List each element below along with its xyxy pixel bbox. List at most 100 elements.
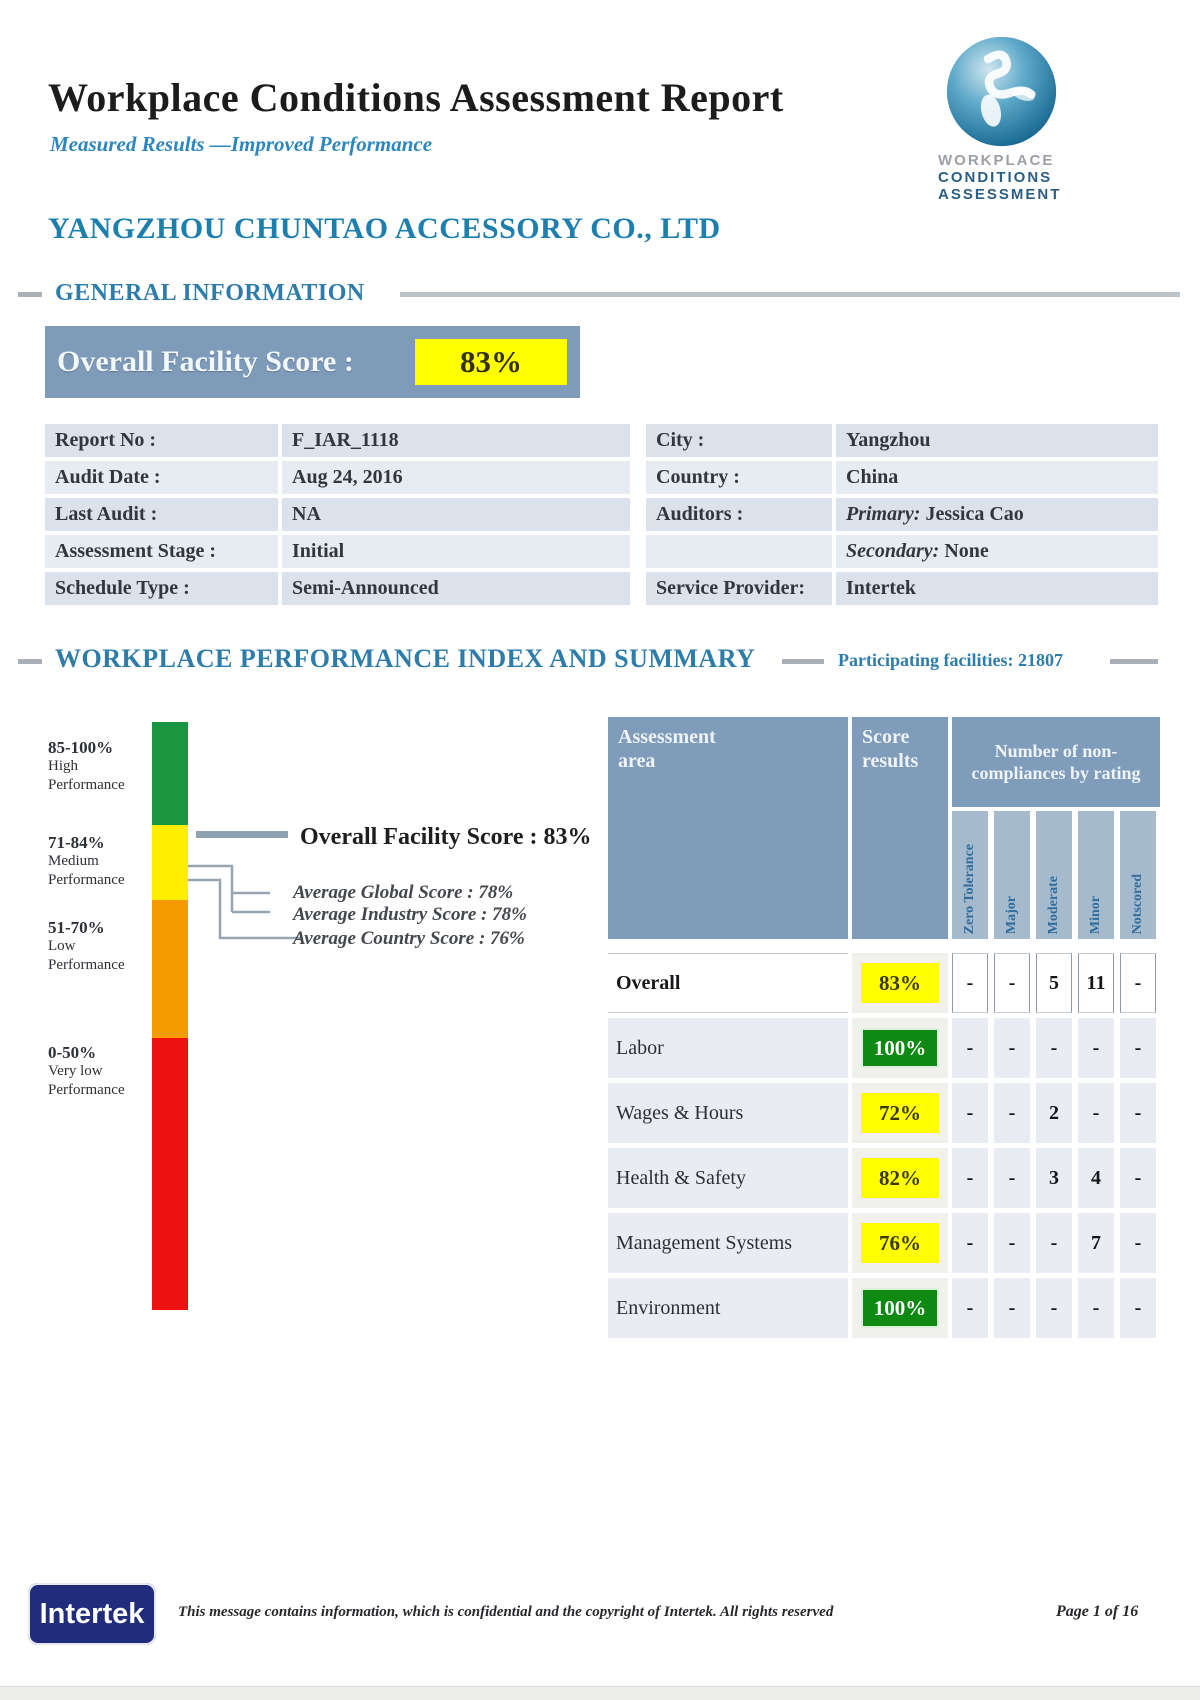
section-dash xyxy=(18,292,42,297)
rating-cell: 2 xyxy=(1036,1083,1072,1143)
info-label: Audit Date : xyxy=(45,461,278,494)
rating-cell: 7 xyxy=(1078,1213,1114,1273)
rating-cell: - xyxy=(994,1213,1030,1273)
table-gap xyxy=(634,572,642,605)
performance-heading: WORKPLACE PERFORMANCE INDEX AND SUMMARY xyxy=(55,644,756,673)
gauge-line: Performance xyxy=(48,957,125,973)
score-badge: 72% xyxy=(861,1093,939,1133)
info-label: City : xyxy=(646,424,832,457)
rating-cell: - xyxy=(1036,1018,1072,1078)
rating-col-minor: Minor xyxy=(1078,811,1114,939)
rating-cell: - xyxy=(1120,953,1156,1013)
col-header-text: Assessment area xyxy=(618,726,716,772)
overall-score-banner: Overall Facility Score : 83% xyxy=(45,326,580,398)
page-title: Workplace Conditions Assessment Report xyxy=(48,75,784,120)
score-badge: 76% xyxy=(861,1223,939,1263)
company-name: YANGZHOU CHUNTAO ACCESSORY CO., LTD xyxy=(48,212,721,245)
gauge-line: Very low xyxy=(48,1063,103,1079)
info-value: Secondary: None xyxy=(836,535,1158,568)
table-row-area: Wages & Hours xyxy=(608,1083,848,1143)
rating-cell: - xyxy=(1078,1278,1114,1338)
gauge-band-verylow xyxy=(152,1038,188,1310)
average-global-score: Average Global Score : 78% xyxy=(293,882,514,903)
col-header-noncompliances: Number of non-compliances by rating xyxy=(952,717,1160,807)
gauge-line: Performance xyxy=(48,872,125,888)
col-header-text: Score results xyxy=(862,726,919,772)
footer-disclaimer: This message contains information, which… xyxy=(178,1604,834,1620)
section-rule xyxy=(400,292,1180,297)
area-label: Overall xyxy=(616,971,681,994)
table-gap xyxy=(634,535,642,568)
average-country-score: Average Country Score : 76% xyxy=(293,928,525,949)
section-dash xyxy=(782,659,824,664)
score-badge: 100% xyxy=(861,1288,939,1328)
gauge-label-verylow: 0-50% Very low Performance xyxy=(48,1043,158,1100)
rating-cell: 3 xyxy=(1036,1148,1072,1208)
area-label: Labor xyxy=(616,1036,664,1059)
rating-cell: - xyxy=(1120,1213,1156,1273)
page-number: Page 1 of 16 xyxy=(1056,1603,1139,1620)
rating-cell: - xyxy=(1078,1083,1114,1143)
participating-facilities: Participating facilities: 21807 xyxy=(838,650,1063,670)
table-row-area: Labor xyxy=(608,1018,848,1078)
intertek-logo: Intertek xyxy=(28,1583,156,1645)
table-row-area: Management Systems xyxy=(608,1213,848,1273)
gauge-annotation-title: Overall Facility Score : 83% xyxy=(300,824,592,850)
gauge-line: Medium xyxy=(48,853,99,869)
average-connector-lines xyxy=(188,864,300,940)
info-label: Country : xyxy=(646,461,832,494)
average-industry-score: Average Industry Score : 78% xyxy=(293,904,527,925)
rating-col-label: Moderate xyxy=(1046,875,1061,934)
rating-cell: - xyxy=(952,1213,988,1273)
rating-cell: - xyxy=(952,1278,988,1338)
rating-cell: - xyxy=(994,1083,1030,1143)
rating-cell: - xyxy=(1120,1148,1156,1208)
gauge-line: Low xyxy=(48,938,76,954)
table-row-score: 83% xyxy=(852,953,948,1013)
auditor-primary-name: Jessica Cao xyxy=(925,503,1024,525)
section-dash xyxy=(18,659,42,664)
gauge-range: 85-100% xyxy=(48,738,114,757)
wca-globe-icon xyxy=(946,36,1057,147)
score-pointer-line xyxy=(196,831,288,838)
rating-cell: - xyxy=(1036,1213,1072,1273)
info-value: Intertek xyxy=(836,572,1158,605)
auditor-secondary-prefix: Secondary: xyxy=(846,540,940,562)
rating-col-label: Minor xyxy=(1088,895,1103,934)
rating-cell: - xyxy=(994,1018,1030,1078)
info-value: Semi-Announced xyxy=(282,572,630,605)
rating-cell: - xyxy=(1078,1018,1114,1078)
wca-logo-line3: ASSESSMENT xyxy=(938,186,1062,203)
intertek-logo-text: Intertek xyxy=(39,1597,145,1630)
gauge-label-low: 51-70% Low Performance xyxy=(48,918,158,975)
gauge-band-medium xyxy=(152,825,188,900)
area-label: Management Systems xyxy=(616,1231,793,1254)
wca-logo: WORKPLACE CONDITIONS ASSESSMENT xyxy=(938,34,1168,203)
rating-cell: - xyxy=(994,1278,1030,1338)
page-bottom-edge xyxy=(0,1686,1200,1700)
info-label xyxy=(646,535,832,568)
table-gap xyxy=(634,461,642,494)
gauge-label-medium: 71-84% Medium Performance xyxy=(48,833,158,890)
rating-col-moderate: Moderate xyxy=(1036,811,1072,939)
rating-col-notscored: Notscored xyxy=(1120,811,1156,939)
table-row-area: Health & Safety xyxy=(608,1148,848,1208)
rating-cell: 11 xyxy=(1078,953,1114,1013)
info-label: Schedule Type : xyxy=(45,572,278,605)
col-header-assessment-area: Assessment area xyxy=(608,717,848,939)
table-row-score: 76% xyxy=(852,1213,948,1273)
info-label: Report No : xyxy=(45,424,278,457)
info-label: Last Audit : xyxy=(45,498,278,531)
rating-cell: - xyxy=(1120,1018,1156,1078)
area-label: Environment xyxy=(616,1296,721,1319)
section-dash xyxy=(1110,659,1158,664)
rating-col-label: Notscored xyxy=(1130,873,1145,934)
gauge-line: Performance xyxy=(48,1082,125,1098)
rating-col-major: Major xyxy=(994,811,1030,939)
overall-score-label: Overall Facility Score : xyxy=(57,345,354,378)
rating-cell: - xyxy=(1036,1278,1072,1338)
gauge-line: High xyxy=(48,758,78,774)
general-info-table: Report No : F_IAR_1118 City : Yangzhou A… xyxy=(45,424,1158,605)
auditor-secondary-name: None xyxy=(944,540,989,562)
wca-logo-line2: CONDITIONS xyxy=(938,169,1053,186)
